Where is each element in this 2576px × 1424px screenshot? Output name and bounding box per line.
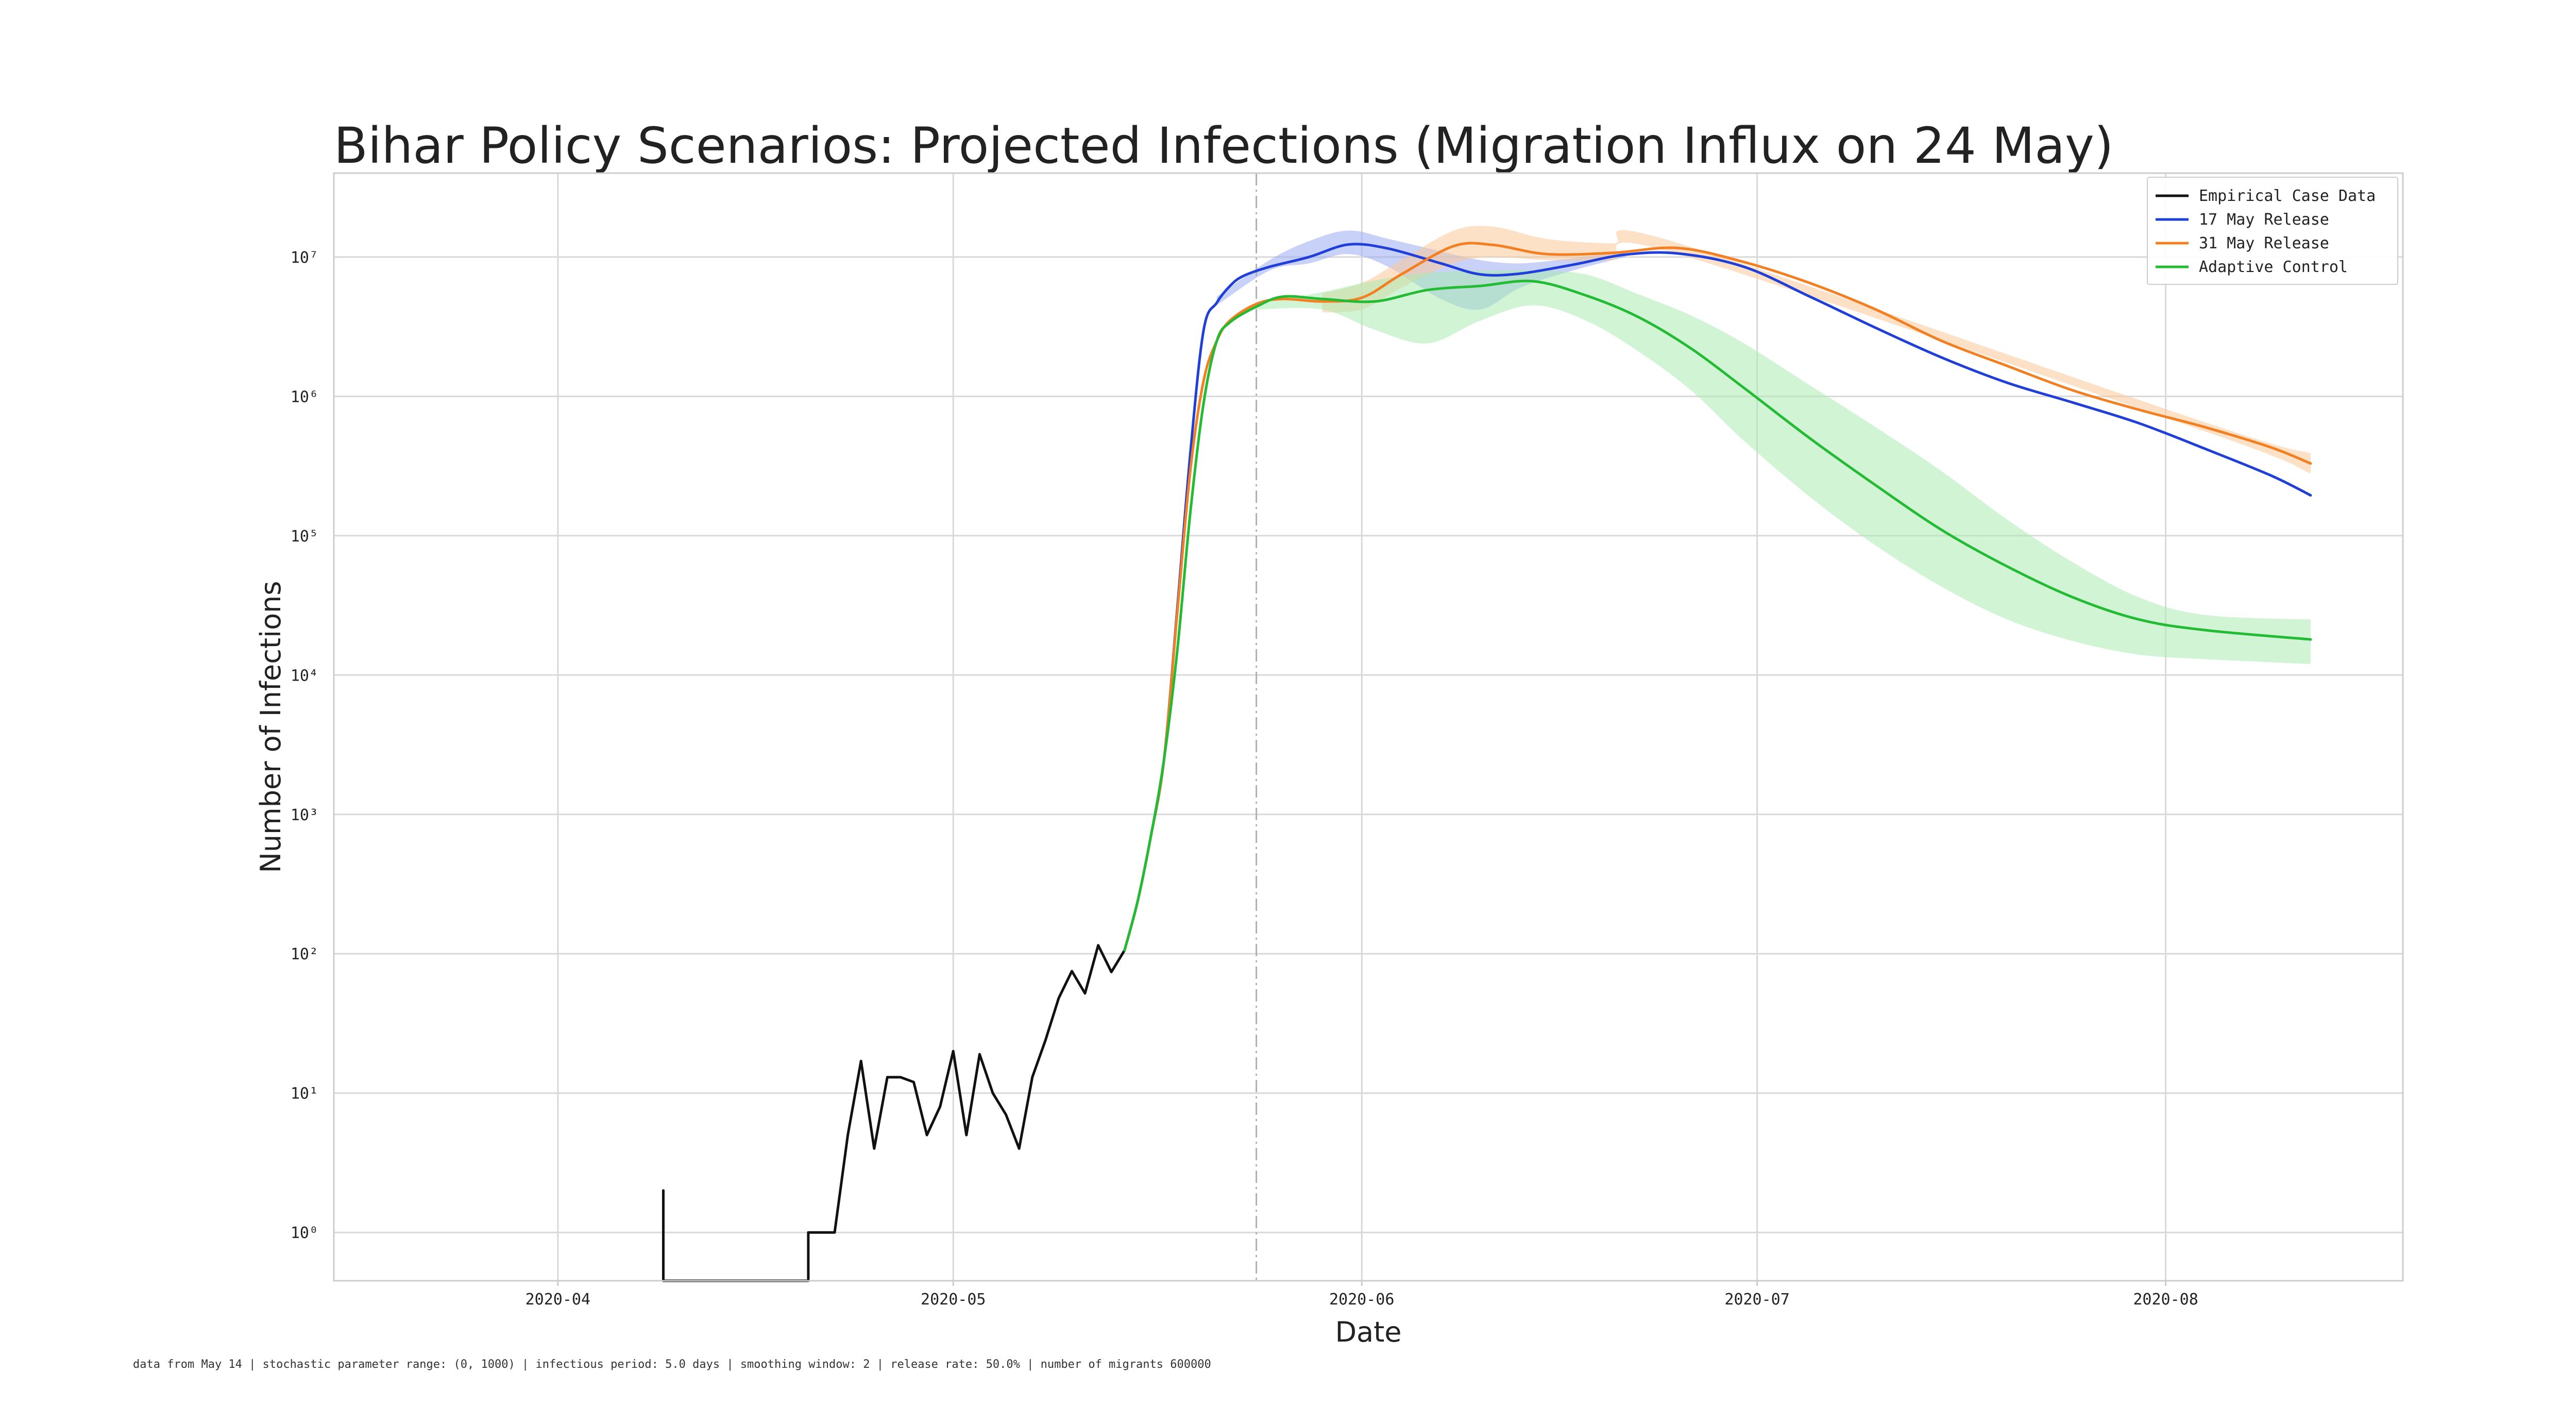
legend-label-31-may-release: 31 May Release <box>2199 234 2329 252</box>
legend-label-17-may-release: 17 May Release <box>2199 211 2329 229</box>
plot-frame <box>333 172 2404 1282</box>
x-tick-label: 2020-04 <box>526 1291 590 1309</box>
y-tick-label: 10² <box>291 945 318 963</box>
x-tick-label: 2020-06 <box>1329 1291 1394 1309</box>
chart-title: Bihar Policy Scenarios: Projected Infect… <box>334 117 2113 175</box>
legend: Empirical Case Data 17 May Release 31 May … <box>2147 177 2398 285</box>
confidence-bands <box>1216 226 2311 664</box>
y-tick-label: 10⁷ <box>291 249 318 267</box>
grid <box>334 173 2403 1281</box>
y-axis-label: Number of Infections <box>255 581 287 873</box>
x-tick-label: 2020-08 <box>2133 1291 2198 1309</box>
y-tick-label: 10¹ <box>291 1085 318 1103</box>
legend-label-empirical-case-data: Empirical Case Data <box>2199 187 2376 205</box>
y-tick-label: 10⁶ <box>291 388 318 406</box>
x-tick-label: 2020-07 <box>1724 1291 1789 1309</box>
legend-box <box>2147 177 2398 285</box>
line-31-may-release <box>1123 242 2312 952</box>
y-tick-label: 10³ <box>291 806 318 824</box>
series-lines <box>662 242 2312 1282</box>
y-tick-label: 10⁵ <box>291 528 318 546</box>
x-axis-label: Date <box>1335 1316 1401 1348</box>
legend-label-adaptive-control: Adaptive Control <box>2199 258 2348 276</box>
line-adaptive-control <box>1123 279 2312 952</box>
parameter-footnote: data from May 14 | stochastic parameter … <box>133 1358 1211 1371</box>
x-tick-label: 2020-05 <box>921 1291 986 1309</box>
band-31-may-release <box>1322 226 2311 473</box>
y-tick-label: 10⁴ <box>291 667 318 685</box>
y-axis-ticks: 10⁰ 10¹ 10² 10³ 10⁴ 10⁵ 10⁶ 10⁷ <box>291 249 318 1242</box>
x-axis-ticks: 2020-04 2020-05 2020-06 2020-07 2020-08 <box>526 1281 2198 1309</box>
y-tick-label: 10⁰ <box>291 1224 318 1242</box>
band-adaptive-control <box>1256 270 2311 664</box>
line-empirical-case-data <box>662 944 1126 1282</box>
